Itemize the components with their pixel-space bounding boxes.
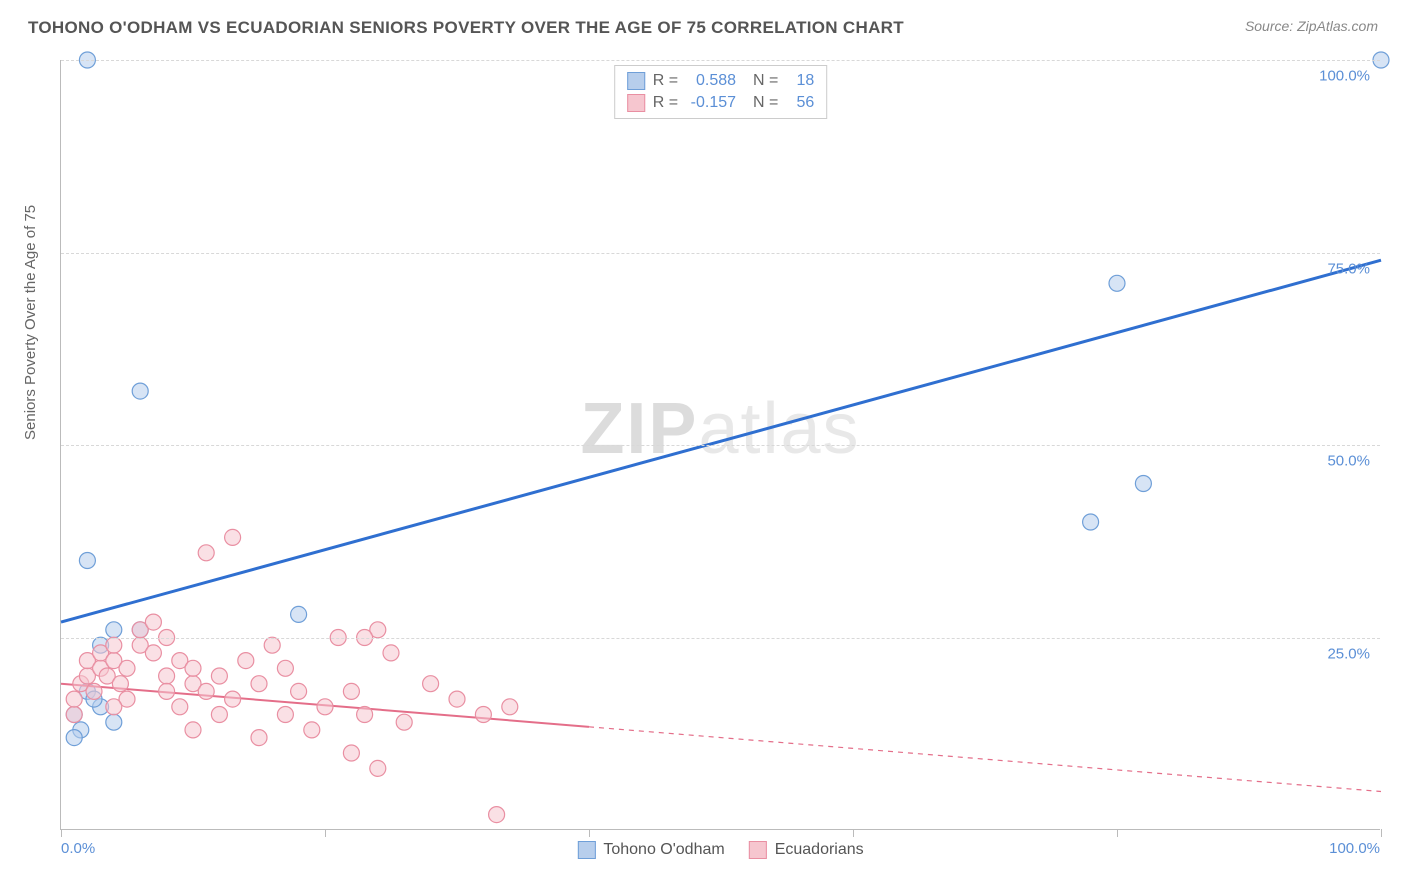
data-point — [106, 714, 122, 730]
data-point — [1109, 275, 1125, 291]
x-tick — [61, 829, 62, 837]
data-point — [198, 683, 214, 699]
data-point — [357, 707, 373, 723]
data-point — [185, 722, 201, 738]
data-point — [225, 529, 241, 545]
y-axis-label: Seniors Poverty Over the Age of 75 — [22, 205, 39, 440]
data-point — [317, 699, 333, 715]
y-tick-label: 100.0% — [1319, 68, 1370, 85]
x-tick — [589, 829, 590, 837]
data-point — [489, 807, 505, 823]
data-point — [172, 699, 188, 715]
legend-swatch — [627, 94, 645, 112]
data-point — [475, 707, 491, 723]
legend-label: Tohono O'odham — [603, 841, 724, 859]
data-point — [66, 691, 82, 707]
y-tick-label: 75.0% — [1327, 260, 1370, 277]
data-point — [211, 668, 227, 684]
stats-row: R = 0.588 N = 18 — [627, 70, 815, 92]
data-point — [238, 653, 254, 669]
data-point — [1135, 476, 1151, 492]
data-point — [251, 676, 267, 692]
data-point — [106, 637, 122, 653]
legend-item: Tohono O'odham — [577, 841, 724, 859]
data-point — [449, 691, 465, 707]
gridline — [61, 60, 1380, 61]
stat-n-value: 18 — [786, 72, 814, 90]
data-point — [383, 645, 399, 661]
data-point — [145, 614, 161, 630]
legend-swatch — [749, 841, 767, 859]
legend-item: Ecuadorians — [749, 841, 864, 859]
data-point — [198, 545, 214, 561]
legend-swatch — [627, 72, 645, 90]
legend-swatch — [577, 841, 595, 859]
x-tick — [1381, 829, 1382, 837]
data-point — [185, 660, 201, 676]
chart-title: TOHONO O'ODHAM VS ECUADORIAN SENIORS POV… — [28, 18, 904, 38]
legend-label: Ecuadorians — [775, 841, 864, 859]
data-point — [370, 760, 386, 776]
x-tick — [325, 829, 326, 837]
data-point — [211, 707, 227, 723]
data-point — [304, 722, 320, 738]
data-point — [277, 660, 293, 676]
data-point — [343, 683, 359, 699]
stat-r-value: -0.157 — [686, 94, 736, 112]
stat-n-label: N = — [744, 94, 778, 112]
x-tick — [853, 829, 854, 837]
data-point — [132, 383, 148, 399]
stats-row: R = -0.157 N = 56 — [627, 92, 815, 114]
data-point — [66, 707, 82, 723]
stat-r-label: R = — [653, 94, 678, 112]
source-label: Source: ZipAtlas.com — [1245, 18, 1378, 34]
data-point — [423, 676, 439, 692]
x-tick — [1117, 829, 1118, 837]
data-point — [79, 553, 95, 569]
data-point — [106, 699, 122, 715]
series-legend: Tohono O'odham Ecuadorians — [577, 841, 863, 859]
data-point — [264, 637, 280, 653]
stat-r-value: 0.588 — [686, 72, 736, 90]
stat-n-value: 56 — [786, 94, 814, 112]
data-point — [159, 668, 175, 684]
data-point — [502, 699, 518, 715]
data-point — [112, 676, 128, 692]
gridline — [61, 253, 1380, 254]
data-point — [1083, 514, 1099, 530]
data-point — [66, 730, 82, 746]
trend-line — [61, 260, 1381, 622]
data-point — [86, 683, 102, 699]
gridline — [61, 445, 1380, 446]
data-point — [159, 683, 175, 699]
data-point — [106, 622, 122, 638]
chart-plot-area: ZIPatlas R =0.588 N =18R =-0.157 N =56 T… — [60, 60, 1380, 830]
x-tick-label: 100.0% — [1329, 840, 1380, 857]
trend-line-dashed — [589, 727, 1381, 792]
data-point — [277, 707, 293, 723]
data-point — [251, 730, 267, 746]
stat-n-label: N = — [744, 72, 778, 90]
gridline — [61, 638, 1380, 639]
y-tick-label: 50.0% — [1327, 453, 1370, 470]
y-tick-label: 25.0% — [1327, 645, 1370, 662]
data-point — [396, 714, 412, 730]
x-tick-label: 0.0% — [61, 840, 95, 857]
data-point — [291, 606, 307, 622]
stat-r-label: R = — [653, 72, 678, 90]
correlation-stats-box: R = 0.588 N = 18 R = -0.157 N = 56 — [614, 65, 828, 119]
data-point — [343, 745, 359, 761]
data-point — [119, 660, 135, 676]
data-point — [225, 691, 241, 707]
data-point — [145, 645, 161, 661]
data-point — [291, 683, 307, 699]
